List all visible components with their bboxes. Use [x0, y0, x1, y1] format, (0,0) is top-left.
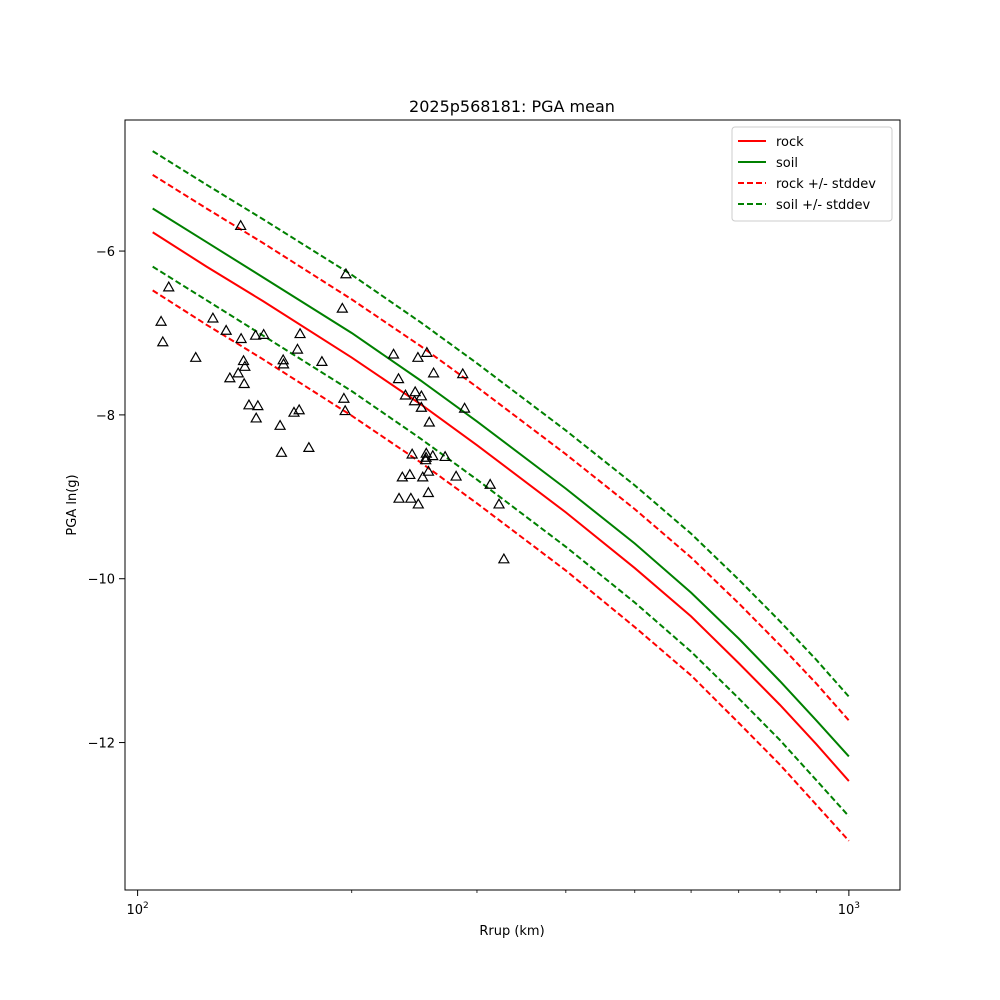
y-axis-label: PGA ln(g) [65, 474, 80, 535]
observation-marker [392, 492, 406, 503]
observation-marker [427, 366, 440, 378]
observation-marker [415, 389, 428, 401]
observation-marker [403, 468, 416, 480]
observation-marker [242, 398, 255, 410]
series-line-4 [152, 150, 850, 698]
observation-marker [406, 448, 419, 459]
observation-marker [302, 441, 315, 453]
observation-marker [423, 416, 436, 427]
chart-title: 2025p568181: PGA mean [409, 97, 615, 116]
observation-marker [293, 403, 306, 415]
observation-marker [337, 392, 350, 403]
observation-marker [412, 497, 425, 509]
legend-label: soil +/- stddev [776, 198, 871, 213]
observation-marker [315, 355, 328, 366]
observation-marker [156, 335, 169, 347]
observation-marker [426, 449, 439, 461]
observation-marker [287, 406, 301, 417]
x-axis-label: Rrup (km) [479, 924, 544, 939]
observation-marker [339, 404, 352, 416]
observation-marker [238, 377, 251, 389]
observation-marker [232, 366, 245, 378]
observation-marker [497, 552, 510, 564]
observation-marker [339, 267, 352, 279]
observation-marker [251, 399, 264, 411]
observation-marker [387, 348, 400, 359]
observation-marker [235, 332, 248, 344]
observation-marker [484, 478, 497, 489]
observation-marker [416, 470, 429, 482]
observation-marker [257, 328, 270, 339]
observation-marker [277, 357, 290, 369]
observation-marker [415, 401, 428, 412]
observation-marker [450, 470, 463, 481]
series-line-5 [152, 265, 850, 817]
y-tick-label: −10 [88, 573, 115, 588]
plot-frame [124, 119, 901, 891]
observation-marker [274, 419, 287, 430]
observation-marker [392, 372, 405, 384]
series-line-0 [152, 231, 850, 782]
observation-marker [336, 302, 349, 313]
observation-marker [409, 385, 422, 397]
series-line-1 [152, 207, 850, 758]
observation-marker [249, 329, 262, 340]
observation-marker [162, 280, 175, 292]
legend-box [731, 126, 893, 222]
legend: rock soil rock +/- stddev soil +/- stddev [731, 126, 893, 222]
observation-marker [492, 497, 506, 509]
series-line-2 [152, 174, 850, 722]
y-tick-label: −12 [88, 737, 115, 752]
observation-marker [396, 470, 409, 482]
observation-marker [420, 447, 433, 458]
observation-marker [439, 450, 452, 462]
y-tick-label: −6 [96, 245, 115, 260]
legend-label: soil [776, 156, 798, 171]
observation-marker [456, 367, 469, 379]
observation-marker [291, 343, 304, 354]
observation-marker [420, 451, 433, 462]
observation-marker [458, 402, 471, 413]
plot-area [152, 150, 850, 842]
series-line-3 [152, 289, 850, 842]
observation-marker [189, 351, 202, 362]
observation-marker [206, 312, 219, 323]
observation-marker [404, 492, 417, 503]
y-axis: −6 −8 −10 −12 [88, 245, 125, 752]
legend-label: rock +/- stddev [776, 177, 876, 192]
observation-marker [234, 219, 247, 231]
observation-marker [238, 360, 251, 371]
observation-marker [250, 411, 263, 423]
observation-marker [422, 465, 435, 476]
observation-marker [294, 327, 307, 339]
observation-marker [411, 351, 424, 362]
observation-marker [420, 346, 433, 357]
legend-label: rock [776, 135, 804, 150]
observation-marker [422, 486, 435, 498]
observation-marker [275, 446, 288, 457]
y-tick-label: −8 [96, 409, 115, 424]
observation-marker [155, 315, 168, 326]
observation-marker [277, 353, 290, 365]
observation-marker [399, 389, 412, 400]
observation-marker [220, 324, 233, 335]
